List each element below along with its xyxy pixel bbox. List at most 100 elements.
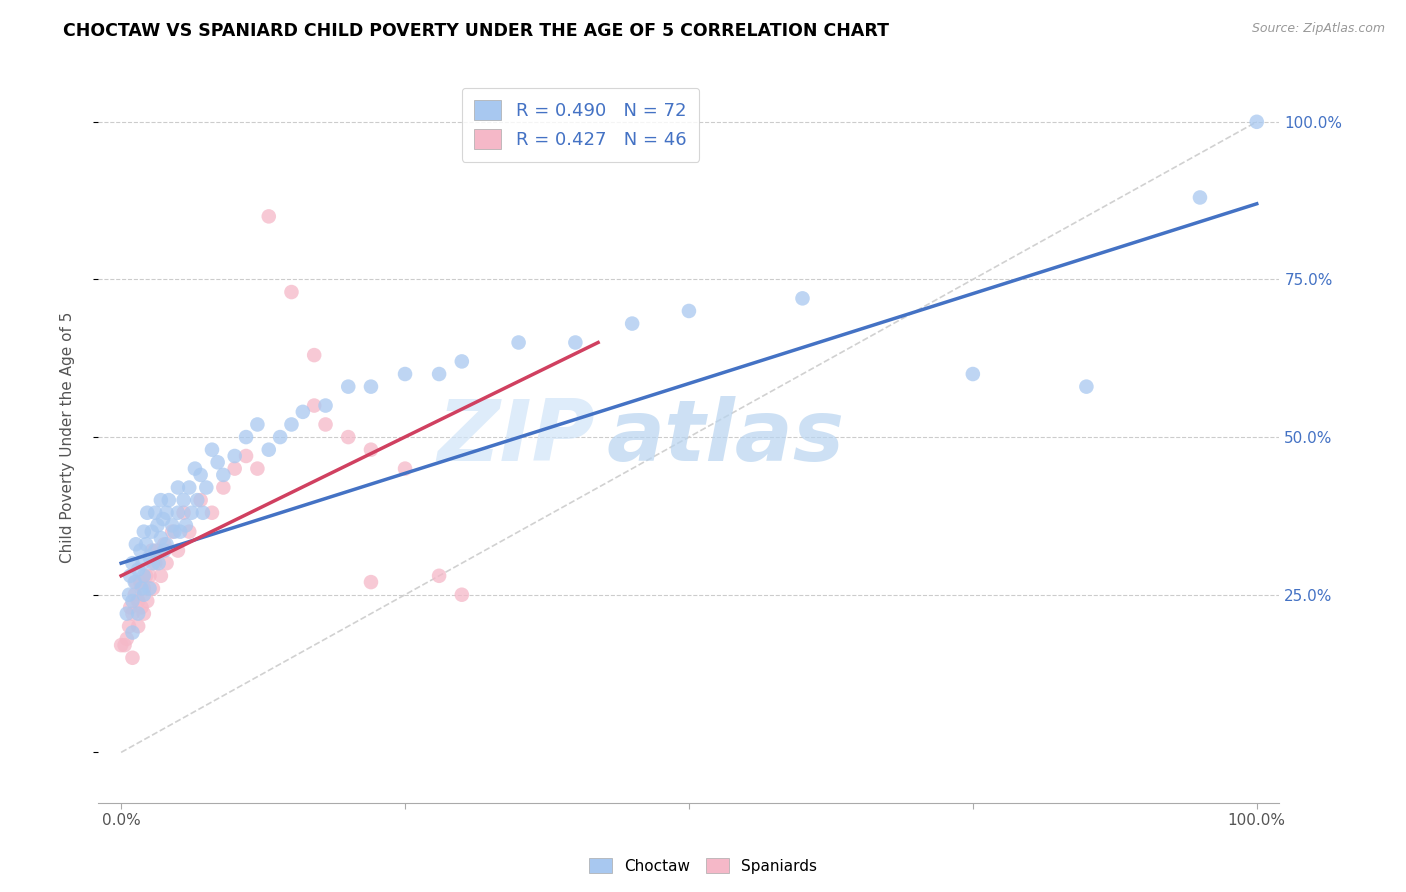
Point: [280, 417, 302, 432]
Point: [124, 588, 146, 602]
Point: [167, 481, 190, 495]
Point: [678, 304, 700, 318]
Point: [201, 442, 224, 457]
Point: [157, 493, 180, 508]
Point: [121, 607, 143, 621]
Point: [394, 367, 416, 381]
Point: [246, 461, 269, 475]
Point: [118, 588, 141, 602]
Point: [142, 582, 165, 596]
Point: [235, 430, 257, 444]
Point: [127, 619, 149, 633]
Point: [191, 506, 214, 520]
Point: [127, 607, 149, 621]
Point: [146, 518, 169, 533]
Point: [142, 556, 165, 570]
Point: [127, 562, 149, 576]
Point: [129, 543, 152, 558]
Point: [153, 537, 176, 551]
Point: [174, 518, 197, 533]
Point: [124, 575, 146, 590]
Text: atlas: atlas: [606, 395, 845, 479]
Point: [136, 594, 159, 608]
Point: [235, 449, 257, 463]
Point: [146, 543, 169, 558]
Point: [257, 210, 280, 224]
Point: [360, 575, 382, 590]
Point: [224, 461, 246, 475]
Point: [360, 442, 382, 457]
Point: [224, 449, 246, 463]
Point: [246, 417, 269, 432]
Point: [155, 506, 177, 520]
Point: [155, 537, 177, 551]
Point: [132, 569, 155, 583]
Point: [190, 493, 212, 508]
Text: Source: ZipAtlas.com: Source: ZipAtlas.com: [1251, 22, 1385, 36]
Point: [136, 506, 159, 520]
Point: [621, 317, 644, 331]
Point: [152, 512, 174, 526]
Point: [121, 625, 143, 640]
Point: [118, 619, 141, 633]
Point: [337, 430, 360, 444]
Point: [132, 524, 155, 539]
Point: [186, 493, 208, 508]
Point: [184, 461, 207, 475]
Point: [427, 367, 450, 381]
Point: [360, 379, 382, 393]
Point: [508, 335, 530, 350]
Point: [337, 379, 360, 393]
Point: [143, 543, 166, 558]
Point: [132, 556, 155, 570]
Point: [115, 607, 138, 621]
Point: [564, 335, 586, 350]
Point: [138, 582, 160, 596]
Point: [148, 556, 170, 570]
Point: [315, 417, 337, 432]
Point: [121, 556, 143, 570]
Point: [167, 506, 190, 520]
Point: [201, 506, 224, 520]
Point: [167, 543, 190, 558]
Text: CHOCTAW VS SPANIARD CHILD POVERTY UNDER THE AGE OF 5 CORRELATION CHART: CHOCTAW VS SPANIARD CHILD POVERTY UNDER …: [63, 22, 889, 40]
Point: [427, 569, 450, 583]
Point: [792, 291, 814, 305]
Point: [138, 549, 160, 564]
Point: [257, 442, 280, 457]
Point: [131, 582, 153, 596]
Legend: R = 0.490   N = 72, R = 0.427   N = 46: R = 0.490 N = 72, R = 0.427 N = 46: [461, 87, 699, 161]
Point: [149, 493, 172, 508]
Point: [141, 524, 163, 539]
Point: [138, 569, 160, 583]
Point: [1246, 115, 1268, 129]
Point: [207, 455, 229, 469]
Point: [212, 481, 235, 495]
Point: [163, 524, 186, 539]
Point: [125, 537, 148, 551]
Point: [114, 638, 136, 652]
Point: [1188, 190, 1211, 204]
Legend: Choctaw, Spaniards: Choctaw, Spaniards: [583, 852, 823, 880]
Point: [125, 575, 148, 590]
Point: [190, 467, 212, 482]
Point: [394, 461, 416, 475]
Point: [302, 348, 325, 362]
Point: [195, 481, 218, 495]
Point: [149, 569, 172, 583]
Point: [179, 481, 201, 495]
Point: [291, 405, 314, 419]
Point: [120, 569, 142, 583]
Point: [962, 367, 984, 381]
Point: [143, 556, 166, 570]
Point: [135, 537, 157, 551]
Point: [121, 650, 143, 665]
Point: [162, 524, 183, 539]
Point: [280, 285, 302, 299]
Point: [143, 506, 166, 520]
Point: [149, 531, 172, 545]
Point: [450, 354, 472, 368]
Point: [173, 506, 195, 520]
Point: [141, 543, 163, 558]
Point: [129, 575, 152, 590]
